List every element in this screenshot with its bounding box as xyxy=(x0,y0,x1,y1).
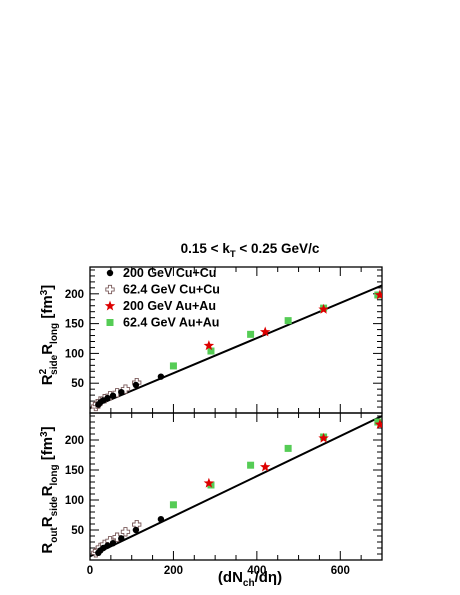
lower-y-axis-label: RoutRsideRlong [fm3] xyxy=(39,426,60,553)
data-point xyxy=(157,373,165,380)
chart-title: 0.15 < kT < 0.25 GeV/c xyxy=(181,241,320,260)
data-point xyxy=(207,347,215,355)
data-point xyxy=(104,394,111,402)
y-tick-label: 150 xyxy=(65,319,84,331)
data-point xyxy=(247,330,255,338)
data-point xyxy=(109,540,117,547)
data-point xyxy=(109,392,117,399)
x-tick-label: 200 xyxy=(164,565,183,577)
legend-label: 200 GeV Au+Au xyxy=(123,299,216,313)
data-point xyxy=(169,501,177,509)
legend-marker xyxy=(106,269,114,277)
series-200-gev-au-au xyxy=(203,418,382,488)
x-tick-label: 400 xyxy=(247,565,266,577)
data-point xyxy=(247,461,255,469)
data-point xyxy=(284,317,292,325)
legend-label: 200 GeV Cu+Cu xyxy=(123,266,216,280)
data-point xyxy=(284,444,292,452)
data-point xyxy=(374,418,382,426)
data-point xyxy=(203,340,215,351)
data-point xyxy=(132,526,140,534)
data-point xyxy=(120,384,131,394)
data-point xyxy=(374,289,382,300)
x-tick-label: 0 xyxy=(87,565,93,577)
legend-label: 62.4 GeV Au+Au xyxy=(123,316,219,330)
data-point xyxy=(259,461,271,472)
y-tick-label: 200 xyxy=(65,289,84,301)
data-point xyxy=(132,381,140,389)
legend-marker xyxy=(105,284,115,295)
x-tick-label: 600 xyxy=(331,565,350,577)
series-200-gev-cu-cu xyxy=(95,373,165,408)
data-point xyxy=(118,535,125,542)
series-200-gev-au-au xyxy=(203,289,382,351)
y-tick-label: 100 xyxy=(65,495,84,507)
y-tick-label: 50 xyxy=(71,378,84,390)
y-tick-label: 150 xyxy=(65,465,84,477)
fit-line xyxy=(90,415,382,558)
legend-marker xyxy=(104,300,116,311)
upper-y-axis-label: R2sideRlong [fm3] xyxy=(38,285,60,385)
data-point xyxy=(203,477,215,488)
data-point xyxy=(118,388,125,396)
y-tick-label: 50 xyxy=(71,525,84,537)
data-point xyxy=(104,542,111,549)
data-point xyxy=(120,527,131,537)
data-point xyxy=(318,432,329,443)
legend-label: 62.4 GeV Cu+Cu xyxy=(123,283,220,297)
y-tick-label: 200 xyxy=(65,435,84,447)
data-point xyxy=(112,532,122,542)
legend-marker xyxy=(106,319,114,326)
data-point xyxy=(374,418,382,429)
legend: 200 GeV Cu+Cu 62.4 GeV Cu+Cu 200 GeV Au+Au… xyxy=(104,266,220,330)
series-200-gev-cu-cu xyxy=(95,516,165,556)
fit-line xyxy=(90,284,382,410)
data-point xyxy=(259,326,271,337)
x-axis-label: (dNch/dη) xyxy=(218,569,282,589)
panel-lower: 50 100 150 200 0 200 400 600 xyxy=(65,412,383,577)
data-point xyxy=(169,362,177,370)
data-point xyxy=(157,516,165,523)
data-point xyxy=(318,303,329,314)
y-tick-label: 100 xyxy=(65,348,84,360)
